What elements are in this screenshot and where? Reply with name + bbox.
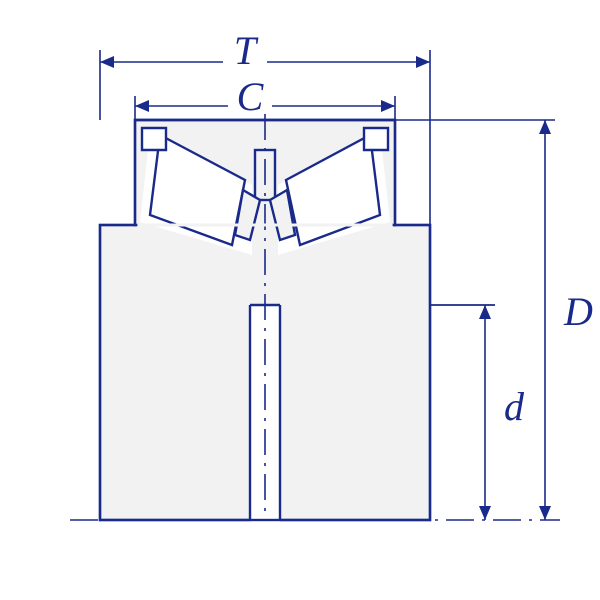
dim-label-d: d — [504, 384, 525, 429]
dim-label-C: C — [237, 74, 265, 119]
dim-label-T: T — [234, 28, 259, 73]
dim-label-D: D — [563, 289, 593, 334]
